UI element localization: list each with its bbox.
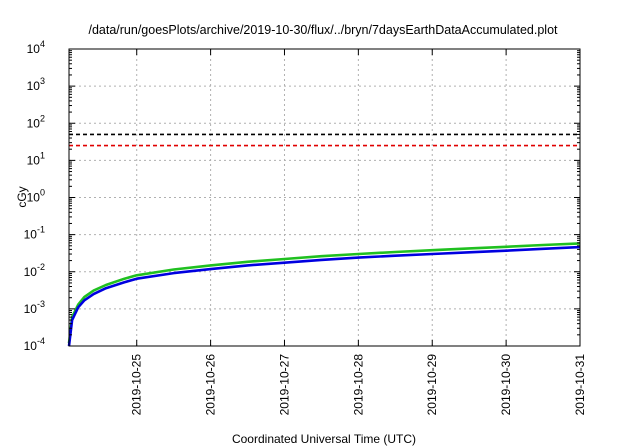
y-tick-label: 10-2 xyxy=(24,262,45,279)
x-tick-label: 2019-10-25 xyxy=(130,354,144,416)
x-tick-label: 2019-10-30 xyxy=(499,354,513,416)
x-tick-label: 2019-10-27 xyxy=(277,354,291,416)
x-tick-label: 2019-10-26 xyxy=(204,354,218,416)
x-tick-label: 2019-10-29 xyxy=(425,354,439,416)
y-axis-label: cGy xyxy=(15,186,29,207)
y-tick-label: 104 xyxy=(27,39,45,56)
x-tick-label: 2019-10-31 xyxy=(573,354,587,416)
x-axis-label: Coordinated Universal Time (UTC) xyxy=(232,432,416,446)
y-tick-label: 103 xyxy=(27,76,45,93)
plot-lines xyxy=(67,133,581,347)
y-tick-label: 101 xyxy=(27,150,45,167)
x-tick-labels: 2019-10-25 2019-10-26 2019-10-27 2019-10-28… xyxy=(130,354,587,416)
y-tick-label: 102 xyxy=(27,113,45,130)
axis-ticks xyxy=(69,48,581,347)
series-line-3 xyxy=(67,245,581,347)
series-line-2 xyxy=(67,242,581,344)
y-tick-label: 10-4 xyxy=(24,336,45,353)
chart-title: /data/run/goesPlots/archive/2019-10-30/f… xyxy=(88,23,558,37)
y-tick-label: 10-1 xyxy=(24,225,45,242)
y-tick-labels: 10-4 10-3 10-2 10-1 100 101 102 103 104 xyxy=(24,39,45,353)
y-tick-label: 10-3 xyxy=(24,299,45,316)
y-tick-label: 100 xyxy=(27,188,45,205)
x-tick-label: 2019-10-28 xyxy=(351,354,365,416)
